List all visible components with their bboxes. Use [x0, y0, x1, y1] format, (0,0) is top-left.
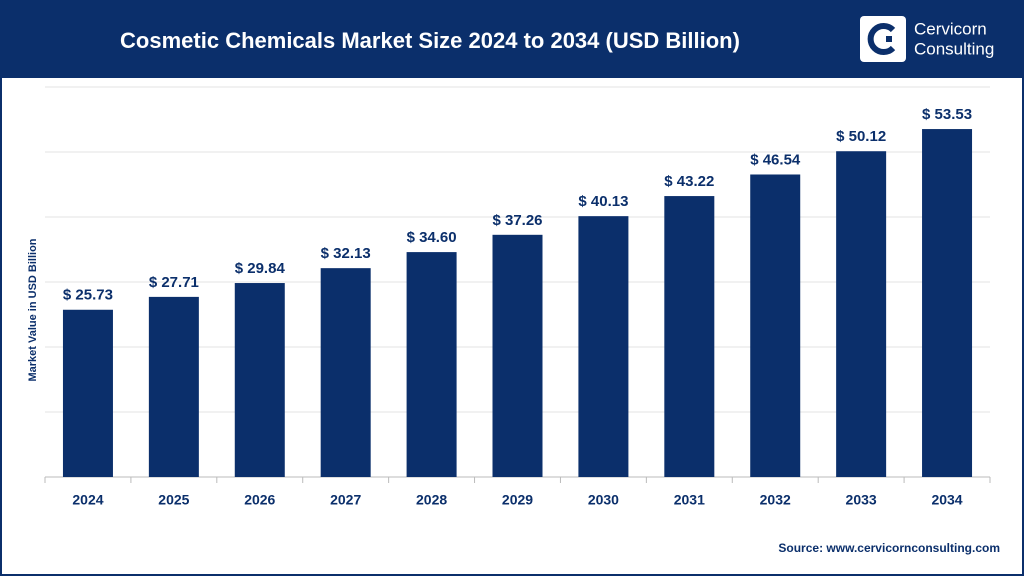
logo: Cervicorn Consulting	[860, 16, 994, 62]
bar	[922, 129, 973, 477]
bar	[320, 268, 371, 477]
source: Source: www.cervicornconsulting.com	[778, 541, 1000, 555]
logo-dot	[886, 36, 892, 42]
x-tick-label: 2032	[760, 492, 791, 508]
bar	[578, 216, 629, 477]
value-label: $ 50.12	[836, 128, 886, 145]
header	[0, 0, 1024, 78]
value-label: $ 25.73	[63, 287, 113, 304]
bar	[750, 174, 801, 478]
x-tick-label: 2024	[72, 492, 103, 508]
x-tick-label: 2028	[416, 492, 447, 508]
value-label: $ 37.26	[492, 212, 542, 229]
x-tick-label: 2034	[931, 492, 962, 508]
x-tick-label: 2029	[502, 492, 533, 508]
bar	[492, 234, 543, 477]
x-tick-label: 2025	[158, 492, 189, 508]
x-tick-label: 2031	[674, 492, 705, 508]
value-label: $ 29.84	[235, 260, 286, 277]
brand-line1: Cervicorn	[914, 19, 987, 38]
brand-line2: Consulting	[914, 39, 994, 58]
bar	[234, 283, 285, 477]
value-label: $ 27.71	[149, 274, 199, 291]
value-label: $ 43.22	[664, 173, 714, 190]
x-tick-label: 2033	[846, 492, 877, 508]
value-label: $ 32.13	[321, 245, 371, 262]
value-label: $ 34.60	[407, 229, 457, 246]
bar	[836, 151, 887, 477]
x-tick-label: 2027	[330, 492, 361, 508]
logo-box	[860, 16, 906, 62]
bar	[664, 196, 715, 477]
value-label: $ 46.54	[750, 151, 801, 168]
bar	[62, 309, 113, 477]
logo-mark	[867, 23, 896, 55]
value-label: $ 53.53	[922, 106, 972, 123]
y-axis-label: Market Value in USD Billion	[27, 238, 39, 381]
value-label: $ 40.13	[578, 193, 628, 210]
x-tick-label: 2026	[244, 492, 275, 508]
bar	[406, 252, 457, 477]
x-tick-label: 2030	[588, 492, 619, 508]
bar	[148, 296, 199, 477]
chart-title: Cosmetic Chemicals Market Size 2024 to 2…	[120, 28, 740, 53]
